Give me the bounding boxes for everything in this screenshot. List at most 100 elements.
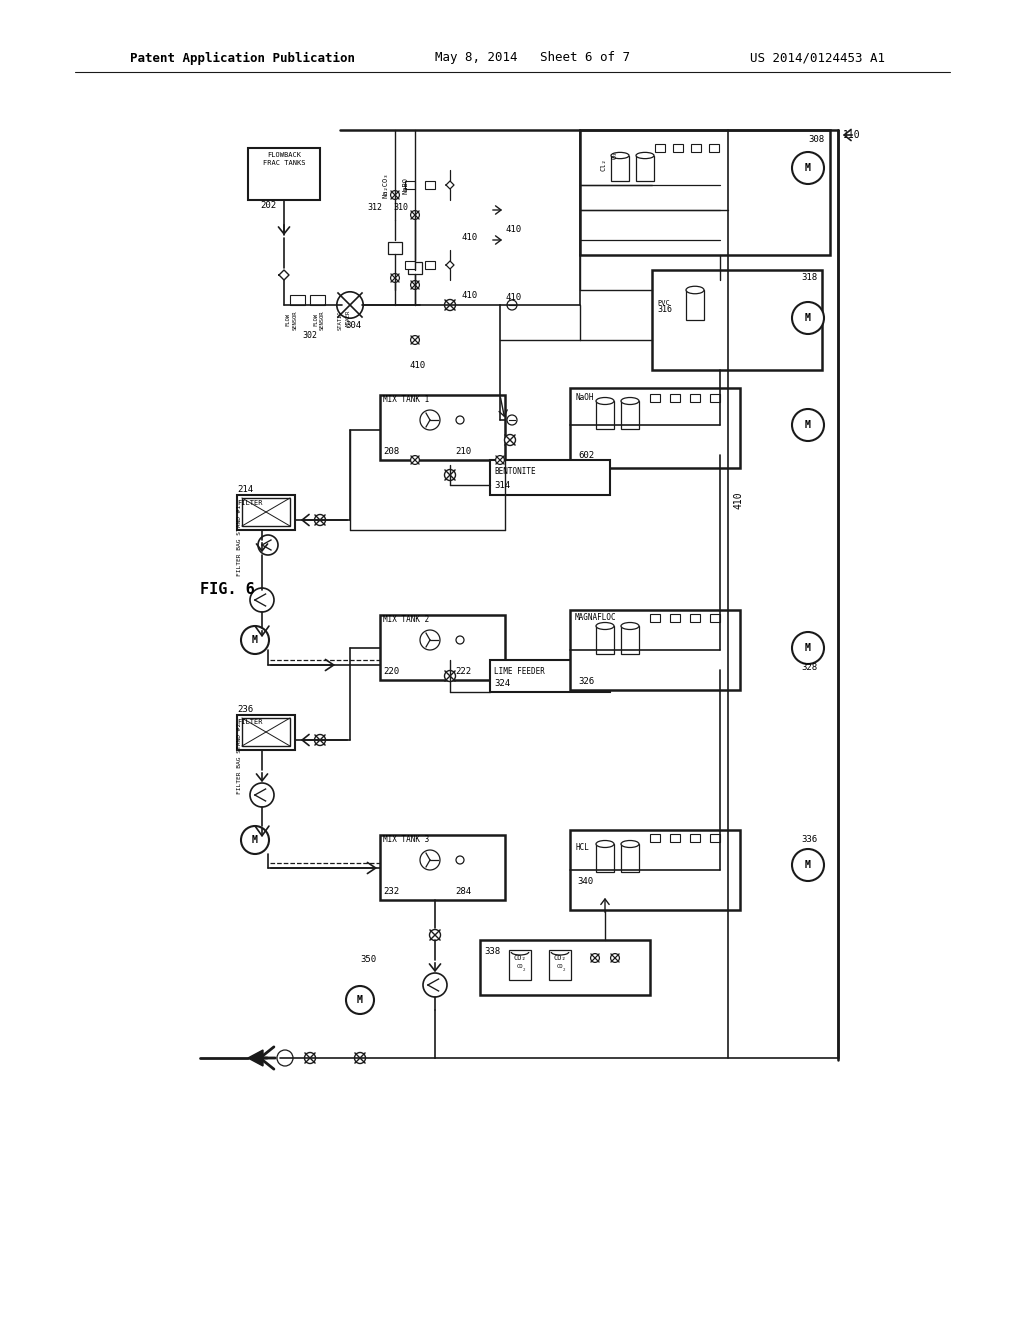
Text: M: M: [805, 861, 811, 870]
Circle shape: [507, 300, 517, 310]
Circle shape: [258, 535, 278, 554]
Circle shape: [420, 411, 440, 430]
Text: 110: 110: [843, 129, 860, 140]
Bar: [650, 393, 660, 403]
Circle shape: [314, 515, 326, 525]
Circle shape: [337, 292, 364, 318]
Text: FIG. 6: FIG. 6: [200, 582, 255, 598]
Text: 302: 302: [302, 330, 317, 339]
Text: MIX TANK 2: MIX TANK 2: [383, 615, 429, 624]
Ellipse shape: [596, 623, 614, 630]
Polygon shape: [248, 1049, 263, 1067]
Ellipse shape: [596, 841, 614, 847]
Circle shape: [250, 587, 274, 612]
Text: SENSOR: SENSOR: [319, 310, 325, 330]
Text: M: M: [805, 313, 811, 323]
Text: FLOWBACK: FLOWBACK: [267, 152, 301, 158]
Circle shape: [792, 302, 824, 334]
Bar: [388, 242, 402, 253]
Bar: [490, 459, 610, 495]
Text: FRAC TANKS: FRAC TANKS: [263, 160, 305, 166]
Text: STATIC: STATIC: [338, 310, 342, 330]
Text: M: M: [805, 420, 811, 430]
Text: 310: 310: [393, 203, 408, 213]
Text: 336: 336: [801, 836, 817, 845]
Text: PVC: PVC: [657, 300, 670, 306]
Bar: [670, 393, 680, 403]
Text: M: M: [805, 162, 811, 173]
Text: Cl₂: Cl₂: [600, 158, 606, 172]
Text: 350: 350: [360, 956, 376, 965]
Text: 220: 220: [383, 668, 399, 676]
Circle shape: [456, 855, 464, 865]
Circle shape: [278, 1049, 293, 1067]
Text: 316: 316: [657, 305, 672, 314]
Text: 602: 602: [578, 451, 594, 461]
Bar: [425, 181, 435, 189]
Ellipse shape: [686, 286, 705, 294]
Bar: [570, 388, 740, 469]
Ellipse shape: [596, 397, 614, 404]
Text: 410: 410: [733, 491, 743, 508]
Circle shape: [420, 630, 440, 649]
Bar: [690, 834, 700, 842]
Bar: [570, 830, 740, 909]
Text: 340: 340: [577, 878, 593, 887]
Text: MIX TANK 1: MIX TANK 1: [383, 396, 429, 404]
Circle shape: [411, 211, 420, 219]
Text: 410: 410: [462, 290, 478, 300]
Bar: [408, 261, 422, 275]
Text: CO₂: CO₂: [554, 954, 566, 961]
Bar: [655, 144, 665, 152]
Bar: [425, 261, 435, 269]
Bar: [596, 626, 614, 653]
Circle shape: [250, 783, 274, 807]
Ellipse shape: [636, 152, 654, 158]
Circle shape: [507, 414, 517, 425]
Text: 236: 236: [237, 705, 253, 714]
Bar: [490, 660, 610, 692]
Circle shape: [591, 953, 599, 962]
Text: 338: 338: [484, 948, 500, 957]
Circle shape: [420, 850, 440, 870]
Text: LIME FEEDER: LIME FEEDER: [494, 668, 545, 676]
Bar: [710, 393, 720, 403]
Text: FILTER: FILTER: [237, 719, 262, 725]
Bar: [509, 950, 531, 979]
Text: MAGNAFLOC: MAGNAFLOC: [575, 614, 616, 623]
Circle shape: [792, 632, 824, 664]
Ellipse shape: [621, 623, 639, 630]
Ellipse shape: [611, 152, 629, 158]
Text: 308: 308: [808, 136, 824, 144]
Bar: [580, 129, 830, 255]
Text: FILTER BAG STAND #1: FILTER BAG STAND #1: [237, 504, 242, 576]
Circle shape: [505, 434, 515, 446]
Circle shape: [792, 849, 824, 880]
Circle shape: [456, 636, 464, 644]
Bar: [406, 181, 415, 189]
Circle shape: [390, 273, 399, 282]
Circle shape: [411, 455, 420, 465]
Text: HCL: HCL: [575, 843, 589, 853]
Text: 410: 410: [462, 234, 478, 243]
Bar: [242, 498, 290, 525]
Text: Patent Application Publication: Patent Application Publication: [130, 51, 355, 65]
Text: US 2014/0124453 A1: US 2014/0124453 A1: [750, 51, 885, 65]
Text: 2: 2: [563, 968, 565, 972]
Ellipse shape: [621, 841, 639, 847]
Text: 2: 2: [522, 968, 525, 972]
Text: 328: 328: [801, 664, 817, 672]
Text: 284: 284: [455, 887, 471, 896]
Circle shape: [496, 455, 505, 465]
Text: 304: 304: [345, 321, 361, 330]
Text: 312: 312: [367, 203, 382, 213]
Circle shape: [610, 953, 620, 962]
Bar: [673, 144, 683, 152]
Bar: [670, 834, 680, 842]
Circle shape: [241, 626, 269, 653]
Text: Na₂CO₃: Na₂CO₃: [382, 172, 388, 198]
Bar: [650, 614, 660, 622]
Circle shape: [423, 973, 447, 997]
Bar: [290, 294, 305, 305]
Circle shape: [304, 1052, 315, 1064]
